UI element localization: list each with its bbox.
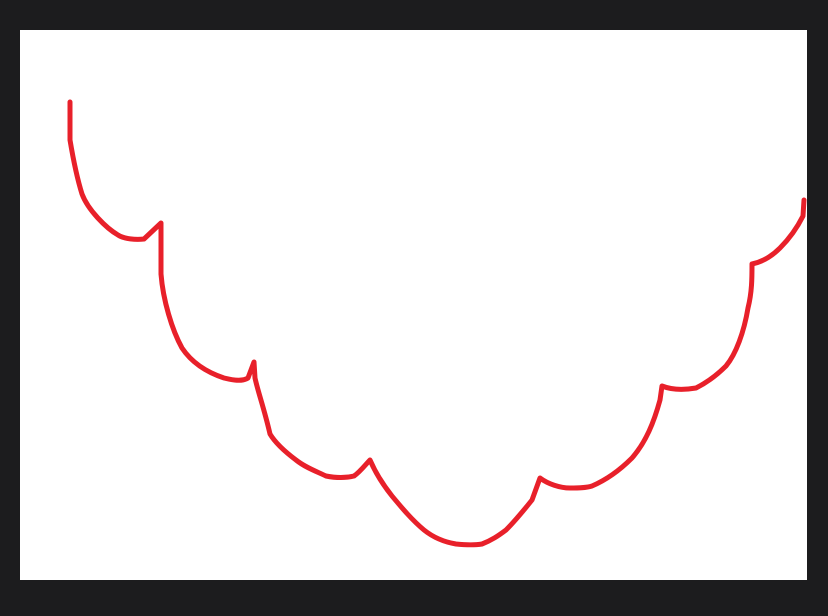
drawing-svg [67, 99, 807, 548]
red-scalloped-stroke [67, 99, 807, 548]
drawing-canvas [20, 30, 807, 580]
